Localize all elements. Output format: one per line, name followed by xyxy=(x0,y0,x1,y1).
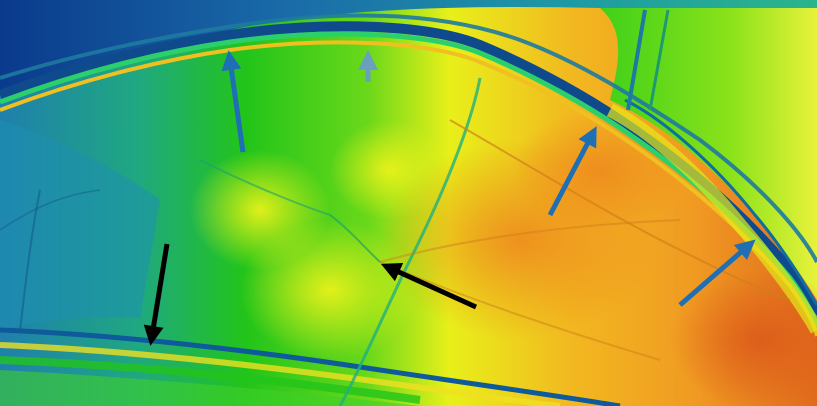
right-channel xyxy=(624,98,817,306)
hottest-patch xyxy=(670,270,817,406)
field-divider xyxy=(19,189,41,331)
warm-patch xyxy=(240,220,420,360)
field-divider xyxy=(199,159,331,216)
bottom-green-band xyxy=(0,356,421,404)
left-cool-zone xyxy=(0,95,160,330)
levee-dark-edge xyxy=(0,21,817,322)
field-divider xyxy=(449,119,791,301)
field-divider xyxy=(0,189,101,231)
blue-arrow xyxy=(547,126,597,217)
field-divider xyxy=(338,77,482,406)
right-levee-strip xyxy=(606,103,817,334)
field-divider xyxy=(329,214,381,263)
bottom-warm-band xyxy=(0,342,561,406)
vertical-channel xyxy=(626,9,647,111)
blue-arrow xyxy=(221,50,246,153)
field-divider xyxy=(379,219,681,263)
field-divider xyxy=(379,261,661,361)
channel-line xyxy=(0,13,817,263)
black-arrow xyxy=(143,243,170,346)
blue-arrow xyxy=(678,239,756,307)
black-arrow xyxy=(380,263,478,310)
bottom-field xyxy=(0,370,420,406)
upper-left-cool-zone xyxy=(0,0,817,95)
vertical-channel xyxy=(648,9,670,111)
